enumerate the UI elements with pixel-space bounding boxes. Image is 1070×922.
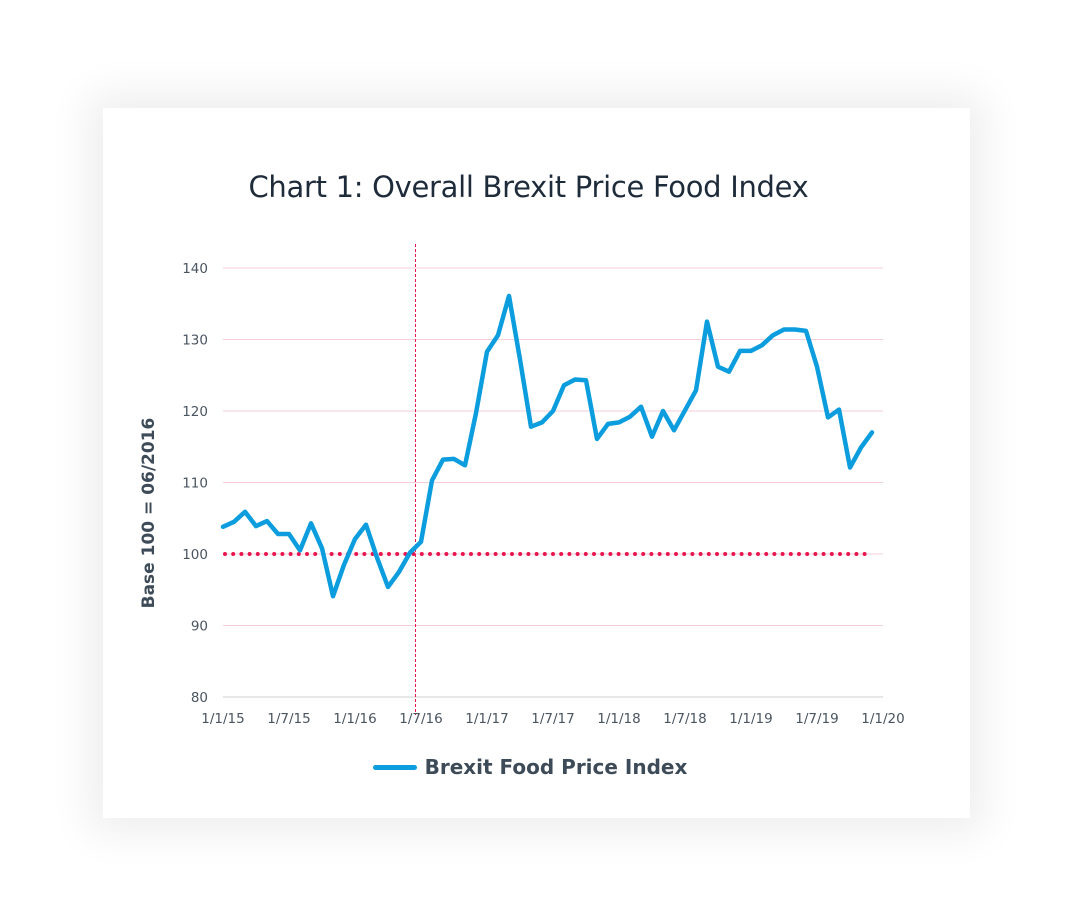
x-tick-label: 1/7/17: [531, 711, 574, 727]
series-line: [220, 293, 875, 599]
x-axis-ticks: 1/1/15 1/7/15 1/1/16 1/7/16 1/1/17 1/7/17 1/1/…: [201, 711, 904, 727]
x-tick-label: 1/1/19: [729, 711, 772, 727]
x-tick-label: 1/7/15: [267, 711, 310, 727]
legend-swatch-icon: [372, 764, 417, 770]
x-tick-label: 1/1/18: [597, 711, 640, 727]
y-tick-label: 90: [191, 619, 208, 635]
chart-title: Chart 1: Overall Brexit Price Food Index: [248, 170, 809, 204]
x-tick-label: 1/1/17: [465, 711, 508, 727]
y-tick-label: 140: [182, 261, 208, 277]
legend: Brexit Food Price Index: [0, 755, 1060, 779]
chart-card: [103, 108, 970, 818]
y-tick-label: 130: [182, 333, 208, 349]
legend-label: Brexit Food Price Index: [424, 755, 688, 779]
y-axis-label: Base 100 = 06/2016: [139, 418, 159, 609]
x-tick-label: 1/7/16: [399, 711, 442, 727]
y-tick-label: 100: [182, 547, 208, 563]
x-tick-label: 1/1/16: [333, 711, 376, 727]
y-tick-label: 80: [191, 690, 208, 706]
series-group: [220, 293, 875, 599]
x-tick-label: 1/1/20: [861, 711, 904, 727]
x-tick-label: 1/7/18: [663, 711, 706, 727]
y-axis-ticks: 140 130 120 110 100 90 80: [182, 261, 208, 706]
y-tick-label: 110: [182, 476, 208, 492]
x-tick-label: 1/1/15: [201, 711, 244, 727]
x-tick-label: 1/7/19: [795, 711, 838, 727]
y-tick-label: 120: [182, 404, 208, 420]
grid-lines: [223, 267, 883, 698]
